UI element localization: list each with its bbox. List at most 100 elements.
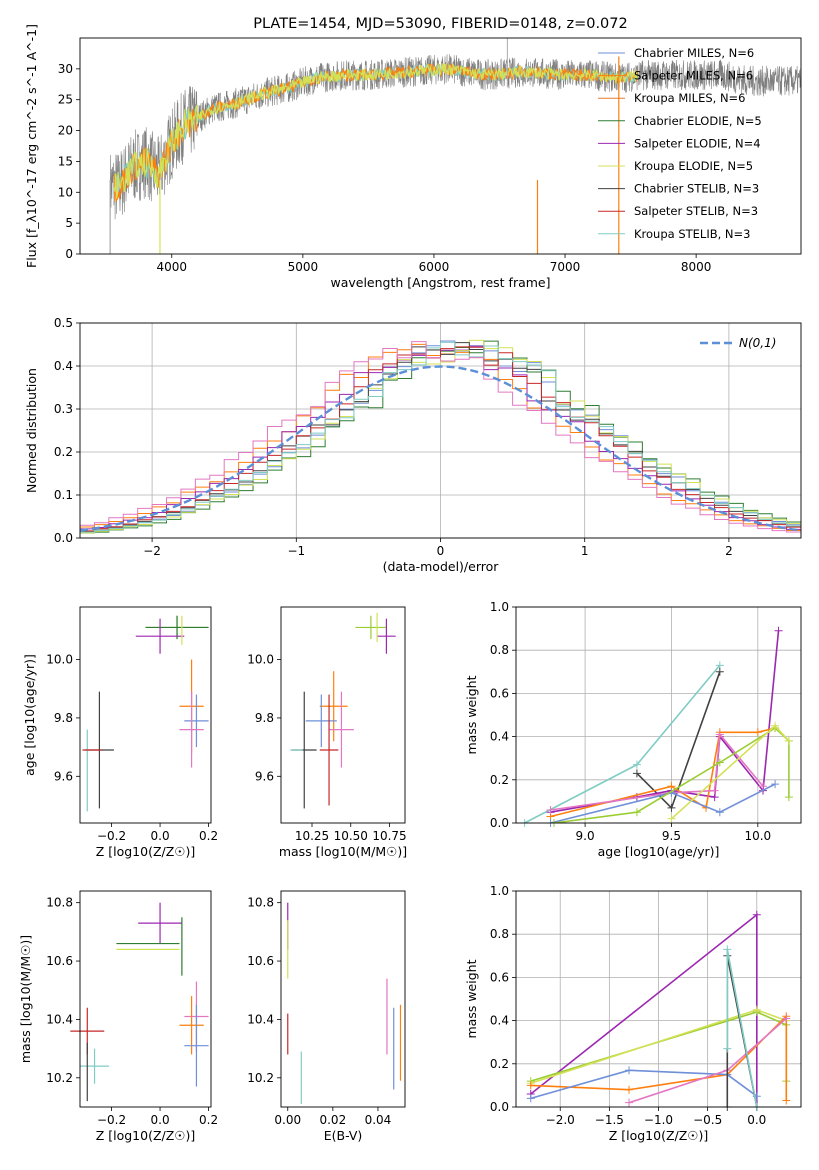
legend-entry: Chabrier ELODIE, N=5 <box>634 114 762 128</box>
weight-point-marker <box>632 760 641 769</box>
weight-series-line <box>530 913 758 1107</box>
x-tick-label: 9.5 <box>662 829 681 843</box>
weight-point-marker <box>752 910 761 919</box>
axes-frame <box>79 890 212 1108</box>
y-tick-label: 0.3 <box>54 402 73 416</box>
weight-point-marker <box>715 730 724 739</box>
x-tick-label: 0.0 <box>151 829 170 843</box>
x-tick-label: 6000 <box>419 260 450 274</box>
weight-point-marker <box>667 814 676 823</box>
x-axis-label: mass [log10(M/M☉)] <box>279 844 407 859</box>
y-tick-label: 0.6 <box>490 686 509 700</box>
x-axis-label: (data-model)/error <box>383 559 500 574</box>
y-tick-label: 1.0 <box>490 600 509 614</box>
axes-frame <box>79 322 802 539</box>
y-tick-label: 9.6 <box>54 769 73 783</box>
weight-point-marker <box>526 1081 535 1090</box>
y-tick-label: 0 <box>65 247 73 261</box>
x-tick-label: 10.50 <box>334 829 368 843</box>
y-tick-label: 10.8 <box>46 896 73 910</box>
weight-point-marker <box>759 782 767 791</box>
x-tick-label: 0.00 <box>274 1113 301 1127</box>
y-tick-label: 10.2 <box>247 1071 274 1085</box>
weight-series-line <box>553 726 790 823</box>
y-axis-label: Flux [f_λ10^-17 erg cm^-2 s^-1 A^-1] <box>24 24 39 268</box>
axes-frame <box>280 606 406 824</box>
x-axis-label: wavelength [Angstrom, rest frame] <box>330 275 550 290</box>
x-tick-label: −1 <box>287 544 305 558</box>
y-tick-label: 1.0 <box>490 884 509 898</box>
weight-point-marker <box>625 1085 634 1094</box>
y-tick-label: 0.5 <box>54 316 73 330</box>
x-tick-label: 5000 <box>288 260 319 274</box>
chart-title: PLATE=1454, MJD=53090, FIBERID=0148, z=0… <box>253 16 627 32</box>
weight-point-marker <box>784 736 793 745</box>
weight-point-marker <box>723 945 732 954</box>
y-tick-label: 0.8 <box>490 927 509 941</box>
weight-series-line <box>726 949 758 1107</box>
x-tick-label: −0.2 <box>97 1113 126 1127</box>
weight-point-marker <box>546 806 555 815</box>
x-tick-label: 0 <box>437 544 445 558</box>
y-axis-label: age [log10(age/yr)] <box>22 654 37 776</box>
x-tick-label: 0.04 <box>365 1113 392 1127</box>
legend-entry: Chabrier MILES, N=6 <box>634 46 754 60</box>
y-tick-label: 0.4 <box>490 730 509 744</box>
y-axis-label: mass weight <box>464 675 479 754</box>
y-tick-label: 0.0 <box>490 1100 509 1114</box>
y-tick-label: 0.4 <box>490 1014 509 1028</box>
weight-point-marker <box>771 721 780 730</box>
y-tick-label: 0.2 <box>490 773 509 787</box>
y-axis-label: mass weight <box>464 959 479 1038</box>
x-axis-label: Z [log10(Z/Z☉)] <box>96 1128 196 1143</box>
y-tick-label: 10.6 <box>46 954 73 968</box>
y-tick-label: 25 <box>58 93 73 107</box>
legend-entry: Salpeter MILES, N=6 <box>634 69 753 83</box>
y-tick-label: 0.1 <box>54 488 73 502</box>
x-tick-label: −1.0 <box>644 1113 673 1127</box>
y-axis-label: Normed distribution <box>24 368 39 493</box>
y-tick-label: 10.2 <box>46 1071 73 1085</box>
y-tick-label: 0.6 <box>490 970 509 984</box>
x-tick-label: −0.5 <box>693 1113 722 1127</box>
x-axis-label: age [log10(age/yr)] <box>598 844 720 859</box>
weight-point-marker <box>774 626 783 635</box>
y-tick-label: 20 <box>58 124 73 138</box>
weight-series-line <box>550 783 776 823</box>
model-spectrum-line <box>113 62 638 199</box>
y-tick-label: 0.0 <box>490 816 509 830</box>
axes-frame <box>79 606 212 824</box>
residual-histogram-panel: −2 −1 0 1 2 0.0 0.1 0.2 0.3 0.4 0.5 (data-model)/er… <box>24 316 802 574</box>
y-tick-label: 10.4 <box>46 1012 73 1026</box>
weight-series-line <box>550 732 764 811</box>
spectrum-panel: 4000 5000 6000 7000 8000 0 5 10 15 20 25 30 waveleng… <box>24 16 802 290</box>
x-tick-label: −2 <box>143 544 161 558</box>
legend-entry: Kroupa MILES, N=6 <box>634 91 746 105</box>
y-tick-label: 5 <box>65 216 73 230</box>
weight-point-marker <box>632 808 641 817</box>
weight-series-line <box>670 724 790 820</box>
y-tick-label: 10.0 <box>46 653 73 667</box>
parameter-panels: −0.2 0.0 0.2 9.6 9.8 10.0 Z [log10(Z/Z☉)] age [… <box>18 600 802 1143</box>
y-tick-label: 10.6 <box>247 954 274 968</box>
x-tick-label: 8000 <box>681 260 712 274</box>
legend-entry: Salpeter ELODIE, N=4 <box>634 136 761 150</box>
weight-point-marker <box>625 1098 634 1107</box>
y-tick-label: 10.4 <box>247 1012 274 1026</box>
weight-series-line <box>550 727 776 818</box>
y-tick-label: 30 <box>58 62 73 76</box>
x-tick-label: 2 <box>725 544 733 558</box>
legend-entry: Kroupa ELODIE, N=5 <box>634 159 753 173</box>
y-tick-label: 10.8 <box>247 896 274 910</box>
x-axis-label: E(B-V) <box>324 1128 363 1143</box>
legend-entry: Salpeter STELIB, N=3 <box>634 204 758 218</box>
x-tick-label: 0.2 <box>199 1113 218 1127</box>
x-tick-label: 7000 <box>550 260 581 274</box>
y-tick-label: 9.6 <box>255 769 274 783</box>
y-tick-label: 0.2 <box>490 1057 509 1071</box>
axes-frame <box>515 890 802 1108</box>
weight-point-marker <box>753 728 762 737</box>
y-axis-label: mass [log10(M/M☉)] <box>18 935 33 1063</box>
weight-point-marker <box>715 758 724 767</box>
